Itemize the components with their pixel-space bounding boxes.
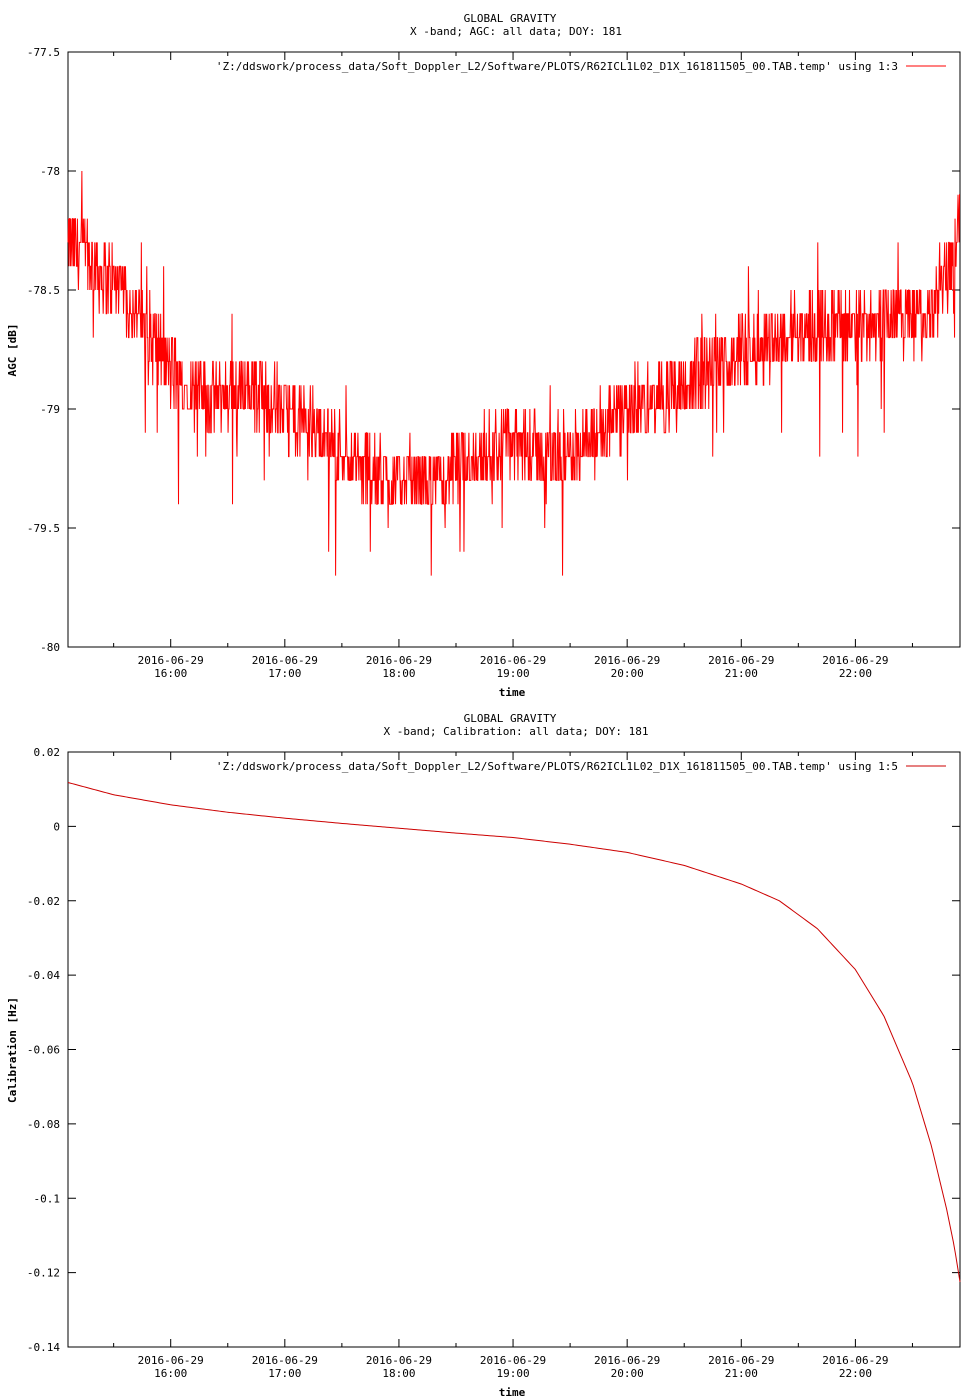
agc-x-tick-label: 2016-06-29 [594, 654, 660, 667]
agc-x-tick-label: 2016-06-29 [708, 654, 774, 667]
calibration-x-axis: 2016-06-2916:002016-06-2917:002016-06-29… [113, 752, 913, 1380]
agc-y-tick-label: -77.5 [27, 46, 60, 59]
calibration-x-tick-label: 2016-06-29 [822, 1354, 888, 1367]
agc-y-tick-label: -78 [40, 165, 60, 178]
agc-x-tick-label: 16:00 [154, 667, 187, 680]
agc-y-tick-label: -80 [40, 641, 60, 654]
agc-x-tick-label: 21:00 [725, 667, 758, 680]
agc-x-tick-label: 2016-06-29 [480, 654, 546, 667]
agc-y-tick-label: -79.5 [27, 522, 60, 535]
calibration-x-tick-label: 16:00 [154, 1367, 187, 1380]
calibration-y-tick-label: 0.02 [34, 746, 61, 759]
agc-chart-title: GLOBAL GRAVITY [464, 12, 557, 25]
agc-x-axis: 2016-06-2916:002016-06-2917:002016-06-29… [113, 52, 913, 680]
calibration-x-tick-label: 22:00 [839, 1367, 872, 1380]
agc-x-tick-label: 2016-06-29 [138, 654, 204, 667]
calibration-y-tick-label: -0.14 [27, 1341, 60, 1354]
agc-x-tick-label: 17:00 [268, 667, 301, 680]
calibration-x-tick-label: 19:00 [496, 1367, 529, 1380]
agc-x-tick-label: 19:00 [496, 667, 529, 680]
calibration-y-tick-label: -0.12 [27, 1267, 60, 1280]
agc-chart-subtitle: X -band; AGC: all data; DOY: 181 [410, 25, 622, 38]
calibration-legend-label: 'Z:/ddswork/process_data/Soft_Doppler_L2… [216, 760, 898, 773]
calibration-x-tick-label: 2016-06-29 [480, 1354, 546, 1367]
calibration-plot-frame [67, 751, 961, 1348]
calibration-x-tick-label: 2016-06-29 [252, 1354, 318, 1367]
calibration-y-tick-label: -0.06 [27, 1044, 60, 1057]
agc-x-axis-label: time [499, 686, 526, 699]
agc-x-tick-label: 2016-06-29 [252, 654, 318, 667]
calibration-x-tick-label: 2016-06-29 [708, 1354, 774, 1367]
calibration-y-axis-label: Calibration [Hz] [6, 997, 19, 1103]
agc-y-tick-label: -78.5 [27, 284, 60, 297]
calibration-x-tick-label: 20:00 [611, 1367, 644, 1380]
agc-x-tick-label: 22:00 [839, 667, 872, 680]
calibration-x-tick-label: 17:00 [268, 1367, 301, 1380]
calibration-y-axis: 0.02 0 -0.02 -0.04 -0.06 -0.08 -0.1 -0.12 -0.14 [27, 746, 960, 1354]
calibration-chart-panel: GLOBAL GRAVITY X -band; Calibration: all… [6, 712, 961, 1399]
agc-x-tick-label: 20:00 [611, 667, 644, 680]
calibration-x-tick-label: 18:00 [382, 1367, 415, 1380]
calibration-x-axis-label: time [499, 1386, 526, 1399]
agc-plot-frame [67, 51, 961, 648]
calibration-x-tick-label: 2016-06-29 [138, 1354, 204, 1367]
calibration-plot-area [67, 782, 961, 1282]
agc-plot-area [67, 170, 960, 576]
agc-y-axis: -77.5 -78 -78.5 -79 -79.5 -80 [27, 46, 960, 654]
agc-x-tick-label: 18:00 [382, 667, 415, 680]
calibration-y-tick-label: -0.1 [34, 1192, 61, 1205]
agc-y-axis-label: AGC [dB] [6, 324, 19, 377]
calibration-chart-subtitle: X -band; Calibration: all data; DOY: 181 [384, 725, 649, 738]
calibration-x-tick-label: 21:00 [725, 1367, 758, 1380]
calibration-y-tick-label: -0.04 [27, 969, 60, 982]
calibration-series-line [67, 782, 961, 1282]
agc-series-line [67, 170, 960, 576]
calibration-y-tick-label: -0.02 [27, 895, 60, 908]
calibration-y-tick-label: 0 [53, 820, 60, 833]
agc-y-tick-label: -79 [40, 403, 60, 416]
agc-x-tick-label: 2016-06-29 [822, 654, 888, 667]
calibration-y-tick-label: -0.08 [27, 1118, 60, 1131]
calibration-x-tick-label: 2016-06-29 [366, 1354, 432, 1367]
calibration-chart-title: GLOBAL GRAVITY [464, 712, 557, 725]
calibration-x-tick-label: 2016-06-29 [594, 1354, 660, 1367]
agc-legend-label: 'Z:/ddswork/process_data/Soft_Doppler_L2… [216, 60, 898, 73]
agc-chart-panel: GLOBAL GRAVITY X -band; AGC: all data; D… [6, 12, 961, 699]
agc-x-tick-label: 2016-06-29 [366, 654, 432, 667]
